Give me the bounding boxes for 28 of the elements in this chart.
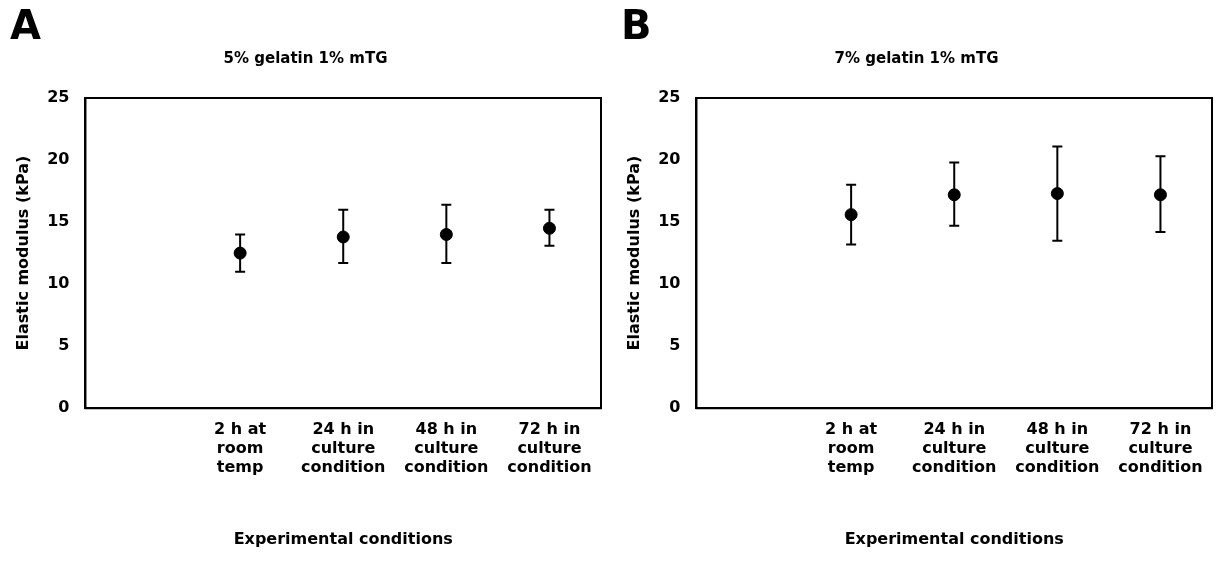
y-tick-label: 25 bbox=[47, 87, 70, 107]
text: A bbox=[10, 2, 41, 48]
x-tick-label: 72 h in culture condition bbox=[507, 418, 592, 477]
x-axis-title: Experimental conditions bbox=[844, 528, 1064, 548]
x-axis-title: Experimental conditions bbox=[233, 528, 453, 548]
x-tick-label: 2 h at room temp bbox=[825, 418, 878, 477]
chart-title: 7% gelatin 1% mTG bbox=[834, 48, 999, 67]
y-tick-label: 5 bbox=[58, 335, 70, 355]
y-tick-label: 0 bbox=[669, 397, 681, 417]
x-tick-label: 72 h in culture condition bbox=[1118, 418, 1203, 477]
y-tick-label: 25 bbox=[658, 87, 681, 107]
x-tick-label: 2 h at room temp bbox=[214, 418, 267, 477]
text: B bbox=[621, 2, 652, 48]
y-tick-label: 20 bbox=[47, 149, 70, 169]
x-tick-label: 24 h in culture condition bbox=[912, 418, 997, 477]
y-tick-label: 5 bbox=[669, 335, 681, 355]
y-tick-label: 10 bbox=[47, 273, 70, 293]
y-tick-label: 15 bbox=[658, 211, 681, 231]
y-axis-title: Elastic modulus (kPa) bbox=[12, 155, 32, 351]
x-tick-label: 24 h in culture condition bbox=[301, 418, 386, 477]
y-tick-label: 0 bbox=[58, 397, 70, 417]
y-tick-label: 10 bbox=[658, 273, 681, 293]
x-tick-label: 48 h in culture condition bbox=[1015, 418, 1100, 477]
x-tick-label: 48 h in culture condition bbox=[404, 418, 489, 477]
y-axis-title: Elastic modulus (kPa) bbox=[623, 155, 643, 351]
y-tick-label: 15 bbox=[47, 211, 70, 231]
chart-title: 5% gelatin 1% mTG bbox=[223, 48, 388, 67]
y-tick-label: 20 bbox=[658, 149, 681, 169]
